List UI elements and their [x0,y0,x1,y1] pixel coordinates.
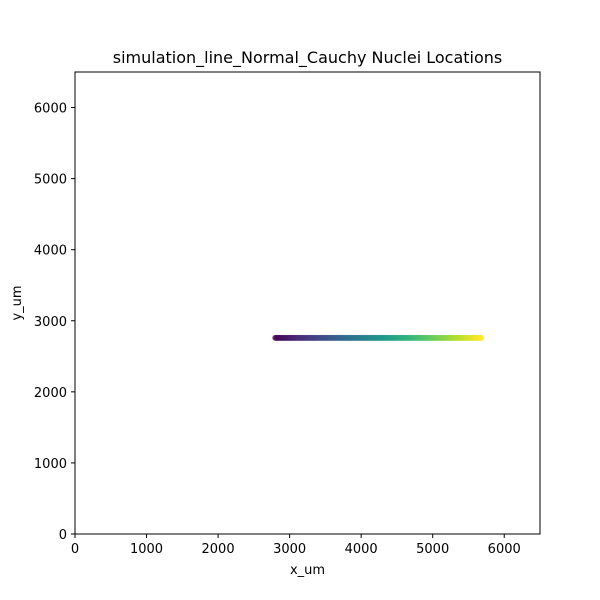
x-tick-label: 0 [71,542,79,557]
x-axis-label: x_um [290,563,325,578]
y-tick-label: 0 [59,528,67,543]
y-tick-label: 5000 [34,173,67,188]
x-tick-label: 5000 [416,542,449,557]
x-tick-label: 2000 [202,542,235,557]
chart-title: simulation_line_Normal_Cauchy Nuclei Loc… [113,48,503,68]
y-axis: 0 1000 2000 3000 4000 5000 6000 [34,102,75,543]
nucleus-point [478,334,485,341]
x-tick-label: 3000 [273,542,306,557]
plot-area-frame [74,71,541,535]
y-axis-label: y_um [10,285,25,320]
x-tick-label: 6000 [488,542,521,557]
scatter-points [272,334,485,341]
x-axis: 0 1000 2000 3000 4000 5000 6000 [71,534,521,557]
y-tick-label: 4000 [34,244,67,259]
y-tick-label: 6000 [34,102,67,117]
y-tick-label: 3000 [34,315,67,330]
y-tick-label: 2000 [34,386,67,401]
y-tick-label: 1000 [34,457,67,472]
x-tick-label: 4000 [345,542,378,557]
x-tick-label: 1000 [130,542,163,557]
